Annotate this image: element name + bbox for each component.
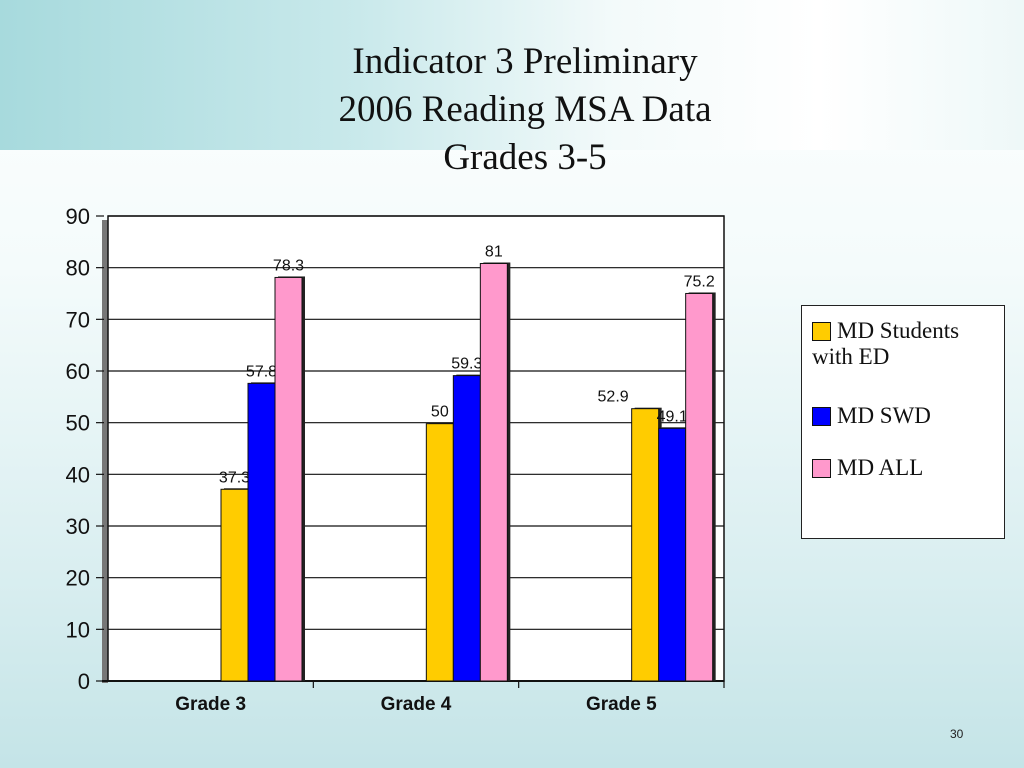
data-label: 52.9 <box>598 389 629 406</box>
legend-swatch-md-students-ed <box>812 322 831 341</box>
bar <box>479 263 508 682</box>
header-band <box>0 0 1024 150</box>
legend-swatch-md-swd <box>812 407 831 426</box>
y-tick-label: 10 <box>66 617 90 642</box>
legend-label-md-all: MD ALL <box>837 455 924 480</box>
legend-label-md-students-ed-line2: with ED <box>812 344 890 369</box>
data-label: 50 <box>431 404 449 421</box>
bar <box>658 427 687 682</box>
y-tick-label: 30 <box>66 514 90 539</box>
bar <box>452 375 481 682</box>
legend-swatch-md-all <box>812 459 831 478</box>
x-tick-label: Grade 4 <box>381 694 452 715</box>
bar <box>220 488 249 682</box>
data-label: 37.3 <box>219 469 250 486</box>
y-tick-label: 60 <box>66 359 90 384</box>
slide-title: Indicator 3 Preliminary 2006 Reading MSA… <box>0 38 1024 182</box>
legend-item-md-swd: MD SWD <box>812 403 931 429</box>
y-tick-label: 80 <box>66 256 90 281</box>
y-tick-label: 0 <box>78 669 90 694</box>
data-label: 78.3 <box>273 257 304 274</box>
data-label: 75.2 <box>684 273 715 290</box>
bar <box>685 292 714 682</box>
y-tick-label: 40 <box>66 462 90 487</box>
legend-item-md-all: MD ALL <box>812 455 923 481</box>
y-tick-label: 70 <box>66 307 90 332</box>
title-line-2: 2006 Reading MSA Data <box>338 89 712 130</box>
bar <box>631 408 660 682</box>
data-label: 81 <box>485 244 503 261</box>
x-tick-label: Grade 5 <box>586 694 657 715</box>
plot-wall-shadow <box>102 220 108 683</box>
y-tick-label: 50 <box>66 411 90 436</box>
data-label: 59.3 <box>451 356 482 373</box>
x-tick-label: Grade 3 <box>175 694 246 715</box>
title-line-3: Grades 3-5 <box>443 137 607 178</box>
chart-legend: MD Students with ED MD SWD MD ALL <box>801 305 1005 539</box>
bar <box>425 423 454 682</box>
bar <box>247 382 276 682</box>
plot-area <box>107 215 725 682</box>
legend-item-md-students-ed: MD Students with ED <box>812 318 959 370</box>
y-tick-label: 20 <box>66 566 90 591</box>
slide-number: 30 <box>950 727 964 741</box>
data-label: 49.1 <box>657 408 688 425</box>
legend-label-md-swd: MD SWD <box>837 403 931 428</box>
bar <box>274 276 303 682</box>
title-line-1: Indicator 3 Preliminary <box>352 41 698 82</box>
data-label: 57.8 <box>246 363 277 380</box>
y-tick-label: 90 <box>66 204 90 229</box>
legend-label-md-students-ed-line1: MD Students <box>837 318 960 343</box>
